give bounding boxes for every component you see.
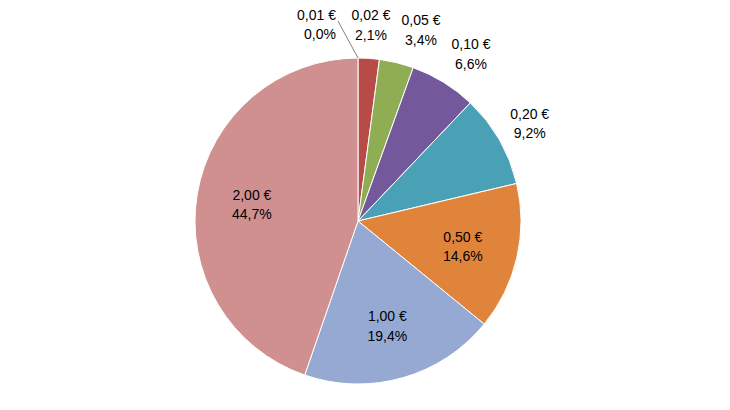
data-labels: 0,01 € 0,0% 0,02 € 2,1% 0,05 € 3,4% 0,10 € 6,6%…	[232, 7, 549, 344]
data-label: 0,50 € 14,6%	[443, 229, 483, 265]
label-category: 0,20 €	[510, 106, 549, 122]
label-value: 3,4%	[405, 32, 437, 48]
label-category: 0,02 €	[352, 7, 391, 23]
data-label: 0,01 € 0,0%	[297, 7, 336, 43]
label-value: 0,0%	[304, 26, 336, 42]
label-value: 6,6%	[455, 56, 487, 72]
label-category: 1,00 €	[368, 308, 407, 324]
label-category: 0,01 €	[297, 7, 336, 23]
label-category: 2,00 €	[232, 187, 271, 203]
data-label: 0,20 € 9,2%	[510, 106, 549, 142]
label-value: 14,6%	[443, 248, 483, 264]
data-label: 0,02 € 2,1%	[352, 7, 391, 43]
label-category: 0,05 €	[402, 12, 441, 28]
label-value: 2,1%	[355, 27, 387, 43]
chart: 0,01 € 0,0% 0,02 € 2,1% 0,05 € 3,4% 0,10 € 6,6%…	[0, 0, 730, 410]
data-label: 2,00 € 44,7%	[232, 187, 272, 223]
pie	[195, 58, 521, 384]
label-value: 19,4%	[368, 328, 408, 344]
label-value: 9,2%	[514, 125, 546, 141]
data-label: 0,05 € 3,4%	[402, 12, 441, 48]
data-label: 0,10 € 6,6%	[452, 36, 491, 72]
label-value: 44,7%	[232, 206, 272, 222]
label-category: 0,10 €	[452, 36, 491, 52]
label-category: 0,50 €	[443, 229, 482, 245]
slice	[195, 58, 358, 375]
data-label: 1,00 € 19,4%	[368, 308, 408, 344]
